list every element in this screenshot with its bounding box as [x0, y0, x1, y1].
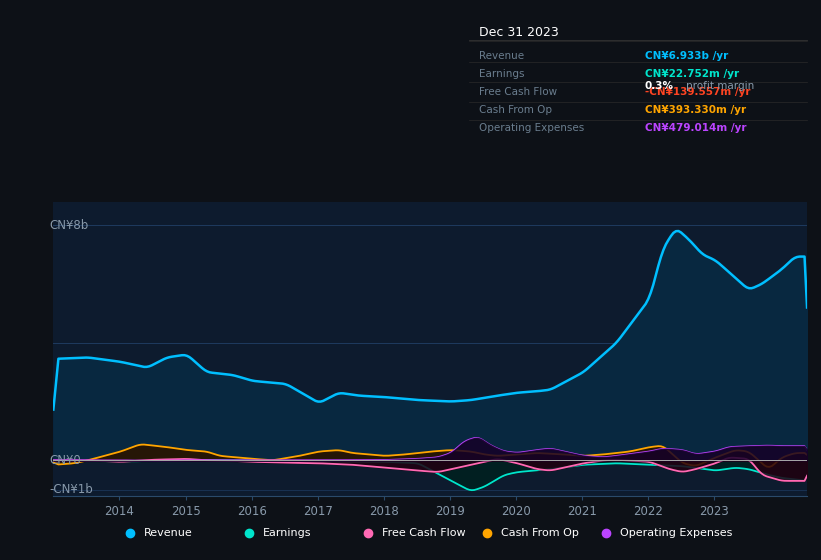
Text: CN¥393.330m /yr: CN¥393.330m /yr — [644, 105, 746, 115]
Text: CN¥479.014m /yr: CN¥479.014m /yr — [644, 123, 746, 133]
Text: Operating Expenses: Operating Expenses — [479, 123, 585, 133]
Text: Dec 31 2023: Dec 31 2023 — [479, 26, 559, 39]
Text: Earnings: Earnings — [263, 528, 311, 538]
Text: Revenue: Revenue — [144, 528, 192, 538]
Text: Revenue: Revenue — [479, 51, 525, 61]
Text: CN¥22.752m /yr: CN¥22.752m /yr — [644, 69, 739, 79]
Text: Free Cash Flow: Free Cash Flow — [382, 528, 466, 538]
Text: Free Cash Flow: Free Cash Flow — [479, 87, 557, 97]
Text: -CN¥1b: -CN¥1b — [49, 483, 93, 496]
Text: CN¥6.933b /yr: CN¥6.933b /yr — [644, 51, 728, 61]
Text: Operating Expenses: Operating Expenses — [620, 528, 732, 538]
Text: -CN¥139.557m /yr: -CN¥139.557m /yr — [644, 87, 750, 97]
Text: CN¥8b: CN¥8b — [49, 218, 89, 232]
Text: CN¥0: CN¥0 — [49, 454, 81, 467]
Text: Cash From Op: Cash From Op — [479, 105, 553, 115]
Text: 0.3%: 0.3% — [644, 81, 674, 91]
Text: Earnings: Earnings — [479, 69, 525, 79]
Text: profit margin: profit margin — [686, 81, 754, 91]
Text: Cash From Op: Cash From Op — [501, 528, 579, 538]
